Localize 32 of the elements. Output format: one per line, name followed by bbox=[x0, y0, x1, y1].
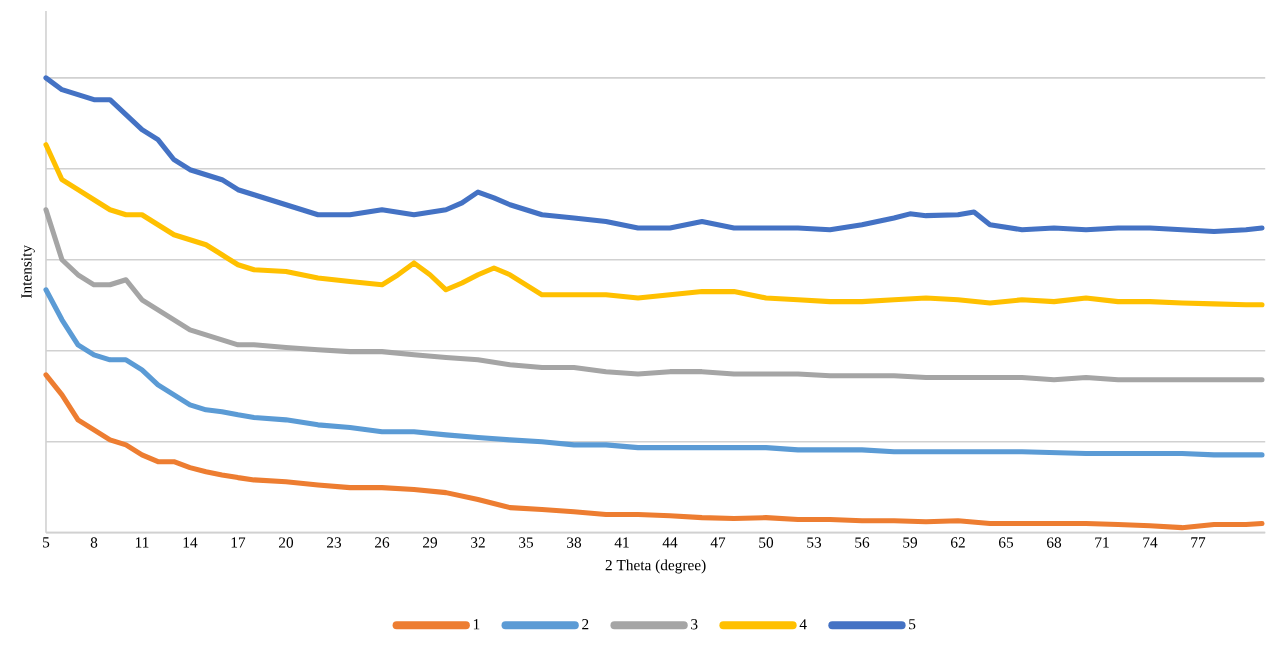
legend-label: 3 bbox=[691, 619, 698, 630]
x-tick-label: 8 bbox=[90, 537, 98, 548]
x-tick-label: 14 bbox=[183, 537, 198, 548]
x-tick-label: 11 bbox=[135, 537, 149, 548]
x-tick-label: 23 bbox=[326, 537, 342, 548]
y-axis-title: Intensity bbox=[21, 245, 35, 299]
x-tick-label: 62 bbox=[950, 537, 965, 548]
x-tick-label: 38 bbox=[567, 537, 582, 548]
x-tick-label: 44 bbox=[662, 537, 678, 548]
x-tick-label: 65 bbox=[998, 537, 1014, 548]
x-tick-label: 32 bbox=[471, 537, 485, 548]
x-tick-label: 47 bbox=[710, 537, 726, 548]
legend-label: 5 bbox=[909, 619, 916, 630]
x-tick-label: 35 bbox=[519, 537, 534, 548]
x-tick-label: 17 bbox=[231, 537, 246, 548]
x-tick-label: 68 bbox=[1046, 537, 1062, 548]
x-tick-label: 56 bbox=[855, 537, 870, 548]
x-tick-label: 41 bbox=[614, 537, 629, 548]
legend-label: 2 bbox=[582, 619, 589, 630]
x-tick-label: 77 bbox=[1191, 537, 1206, 548]
legend-label: 4 bbox=[799, 619, 807, 630]
x-tick-label: 29 bbox=[423, 537, 438, 548]
x-tick-label: 53 bbox=[807, 537, 822, 548]
x-tick-label: 50 bbox=[759, 537, 774, 548]
x-tick-label: 20 bbox=[278, 537, 294, 548]
legend-label: 1 bbox=[473, 619, 480, 630]
x-tick-label: 59 bbox=[903, 537, 918, 548]
x-axis-title: 2 Theta (degree) bbox=[605, 559, 706, 574]
x-tick-label: 71 bbox=[1095, 537, 1109, 548]
x-tick-label: 26 bbox=[375, 537, 390, 548]
x-tick-label: 74 bbox=[1143, 537, 1158, 548]
x-tick-label: 5 bbox=[43, 537, 50, 548]
